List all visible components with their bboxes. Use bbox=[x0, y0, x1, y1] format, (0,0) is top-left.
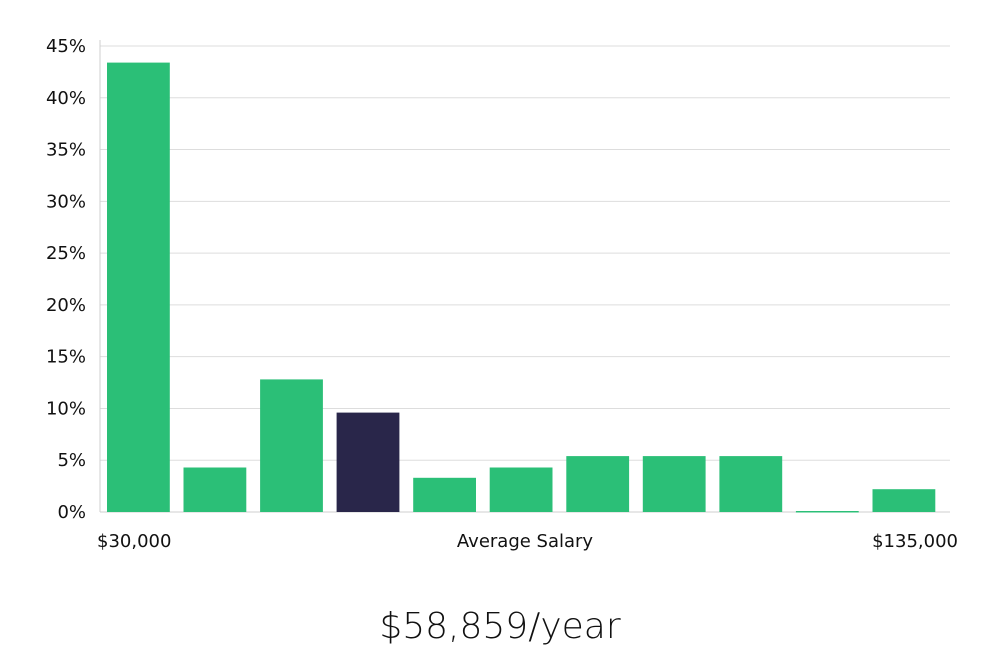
y-tick-label: 35% bbox=[46, 140, 86, 161]
y-tick-label: 40% bbox=[46, 88, 86, 109]
y-axis-ticks: 0% 5% 10% 15% 20% 25% 30% 35% 40% 45% bbox=[46, 36, 86, 523]
y-tick-label: 45% bbox=[46, 36, 86, 57]
bar bbox=[489, 467, 553, 512]
bar bbox=[260, 379, 323, 512]
y-tick-label: 0% bbox=[57, 502, 86, 523]
bar bbox=[642, 456, 706, 512]
grid-lines bbox=[100, 45, 950, 513]
bar bbox=[872, 489, 936, 512]
y-tick-label: 10% bbox=[46, 398, 86, 419]
y-tick-label: 15% bbox=[46, 347, 86, 368]
y-tick-label: 30% bbox=[46, 191, 86, 212]
bar-highlighted bbox=[336, 412, 400, 512]
bar bbox=[413, 477, 476, 512]
bar bbox=[719, 456, 783, 512]
bar bbox=[107, 62, 170, 512]
average-salary-value: $58,859/year bbox=[379, 606, 621, 647]
y-tick-label: 25% bbox=[46, 243, 86, 264]
y-tick-label: 20% bbox=[46, 295, 86, 316]
x-max-label: $135,000 bbox=[872, 531, 958, 552]
bar bbox=[566, 456, 630, 512]
bar bbox=[183, 467, 247, 512]
y-tick-label: 5% bbox=[57, 450, 86, 471]
x-axis-title: Average Salary bbox=[457, 531, 594, 552]
bar bbox=[795, 511, 859, 513]
x-min-label: $30,000 bbox=[97, 531, 171, 552]
salary-histogram: 0% 5% 10% 15% 20% 25% 30% 35% 40% 45% $30,000 Ave… bbox=[46, 36, 958, 552]
bars bbox=[107, 62, 936, 513]
